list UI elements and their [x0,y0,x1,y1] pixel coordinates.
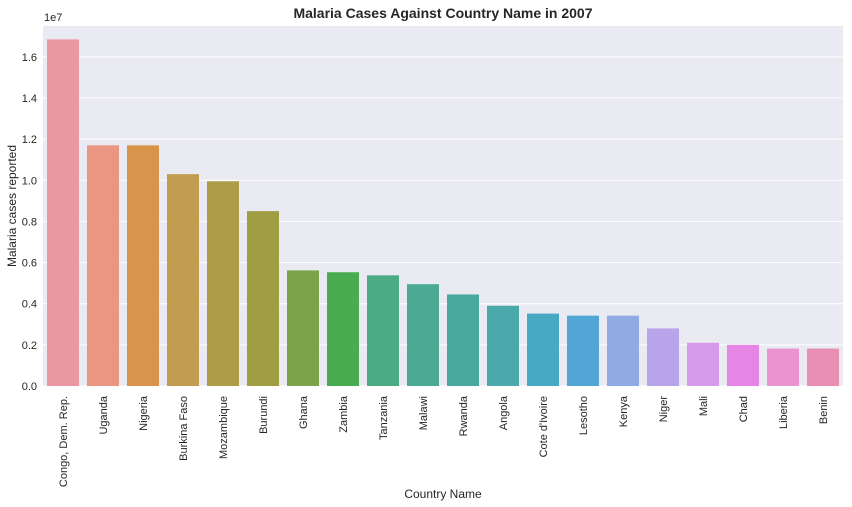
bar-chad [727,344,759,386]
x-tick-label: Zambia [338,395,350,433]
chart-title: Malaria Cases Against Country Name in 20… [293,5,592,21]
bar-nigeria [127,145,159,386]
bar-angola [487,305,519,386]
y-tick-label: 0.6 [22,258,37,270]
bar-ghana [287,270,319,386]
y-tick-label: 1.0 [22,175,37,187]
bar-kenya [607,315,639,386]
bars [47,39,839,386]
x-tick-label: Kenya [618,395,630,427]
y-tick-label: 1.4 [22,93,37,105]
bar-liberia [767,348,799,386]
bar-burkina-faso [167,174,199,386]
x-tick-label: Chad [738,396,750,422]
y-tick-labels: 0.0 0.2 0.4 0.6 0.8 1.0 1.2 1.4 1.6 [22,52,37,393]
x-tick-label: Niger [658,396,670,423]
bar-niger [647,328,679,386]
y-tick-label: 0.8 [22,216,37,228]
x-tick-label: Lesotho [578,396,590,435]
x-tick-label: Benin [818,396,830,424]
y-tick-label: 0.4 [22,299,37,311]
y-axis-label: Malaria cases reported [5,145,19,267]
x-tick-label: Congo, Dem. Rep. [58,396,70,487]
y-tick-label: 0.2 [22,340,37,352]
x-tick-label: Burkina Faso [178,396,190,461]
x-tick-label: Cote d'Ivoire [538,396,550,457]
x-tick-label: Angola [498,395,510,430]
x-tick-label: Tanzania [378,395,390,440]
bar-congo-dem-rep [47,39,79,386]
plot-area [43,26,843,386]
bar-malawi [407,284,439,386]
bar-burundi [247,211,279,386]
x-tick-label: Rwanda [458,395,470,436]
x-tick-label: Burundi [258,396,270,434]
x-tick-label: Malawi [418,396,430,430]
x-tick-label: Ghana [298,395,310,429]
bar-mozambique [207,181,239,386]
bar-benin [807,348,839,386]
y-tick-label: 1.2 [22,134,37,146]
x-tick-label: Mali [698,396,710,416]
bar-tanzania [367,275,399,386]
x-tick-label: Liberia [778,395,790,429]
y-tick-label: 1.6 [22,52,37,64]
x-tick-label: Mozambique [218,396,230,459]
x-axis-label: Country Name [404,487,482,501]
bar-cote-d-ivoire [527,313,559,386]
bar-zambia [327,272,359,386]
bar-mali [687,342,719,386]
y-offset-label: 1e7 [44,12,62,24]
x-tick-label: Uganda [98,395,110,434]
bar-uganda [87,145,119,386]
x-tick-label: Nigeria [138,395,150,431]
bar-rwanda [447,294,479,386]
y-tick-label: 0.0 [22,381,37,393]
bar-lesotho [567,315,599,386]
x-tick-labels: Congo, Dem. Rep. Uganda Nigeria Burkina Fas… [58,395,830,487]
